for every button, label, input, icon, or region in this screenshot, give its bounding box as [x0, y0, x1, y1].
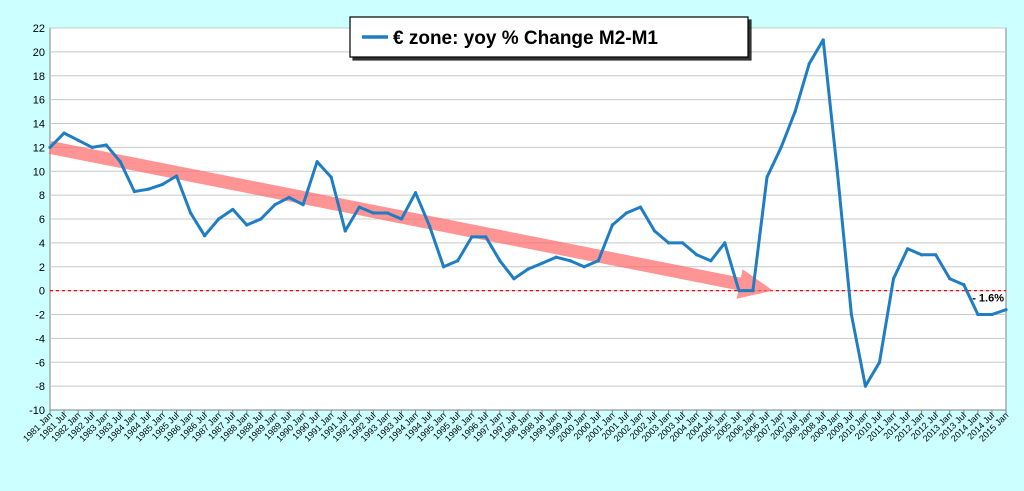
- data-point: [315, 160, 319, 164]
- data-point: [849, 312, 853, 317]
- legend-series-label: € zone: yoy % Change M2-M1: [393, 28, 658, 49]
- data-point: [357, 205, 361, 209]
- y-tick-label: -6: [35, 357, 45, 369]
- y-tick-label: -4: [35, 333, 45, 345]
- y-tick-label: 8: [39, 190, 45, 202]
- data-point: [1004, 308, 1008, 312]
- trend-arrow-shape: [48, 141, 773, 299]
- y-tick-label: 22: [33, 23, 45, 35]
- data-point: [413, 191, 418, 195]
- data-point: [174, 174, 179, 178]
- data-point: [835, 169, 839, 173]
- y-tick-label: 14: [33, 119, 45, 131]
- data-point: [624, 211, 629, 215]
- data-point: [188, 211, 193, 215]
- data-point: [765, 175, 769, 179]
- trend-arrow: [48, 141, 773, 299]
- data-point: [976, 312, 980, 317]
- y-tick-label: 10: [33, 166, 45, 178]
- data-point: [371, 211, 375, 215]
- data-point: [245, 223, 249, 227]
- legend-box: [349, 16, 749, 58]
- data-point: [301, 203, 305, 207]
- y-tick-label: 12: [33, 142, 45, 154]
- data-point: [596, 259, 600, 263]
- annotations: - 1.6%: [972, 293, 1004, 305]
- data-point: [709, 259, 713, 263]
- series-layer: [48, 38, 1008, 388]
- data-point: [807, 62, 811, 66]
- data-point: [287, 195, 291, 200]
- data-point: [638, 205, 643, 209]
- data-point: [821, 38, 825, 42]
- data-point: [62, 131, 66, 135]
- data-point: [132, 189, 136, 194]
- data-point: [751, 289, 755, 293]
- y-tick-label: 20: [33, 47, 45, 59]
- data-point: [498, 259, 502, 263]
- y-tick-label: -2: [35, 310, 45, 322]
- data-point: [905, 247, 910, 251]
- data-point: [737, 289, 741, 293]
- data-point: [118, 160, 122, 164]
- data-point: [104, 143, 108, 147]
- data-point: [934, 253, 938, 257]
- data-point: [427, 224, 432, 228]
- data-point: [610, 223, 614, 227]
- data-point: [399, 217, 404, 221]
- y-tick-label: 4: [39, 238, 45, 250]
- data-point: [681, 241, 685, 245]
- data-point: [990, 312, 994, 317]
- data-point: [920, 253, 924, 257]
- data-point: [554, 255, 558, 259]
- data-point: [666, 241, 671, 245]
- data-point: [652, 229, 657, 233]
- y-tick-label: 6: [39, 214, 45, 226]
- data-point: [512, 277, 516, 281]
- data-point: [962, 283, 966, 287]
- data-point: [779, 145, 783, 149]
- y-tick-label: 18: [33, 71, 45, 83]
- data-point: [484, 235, 488, 239]
- data-point: [877, 360, 882, 364]
- y-tick-label: -8: [35, 381, 45, 393]
- y-tick-label: -10: [29, 405, 45, 417]
- data-point: [146, 187, 151, 191]
- data-point: [863, 384, 868, 388]
- data-point: [891, 277, 896, 281]
- data-point: [723, 241, 727, 245]
- data-point: [273, 203, 277, 207]
- legend: € zone: yoy % Change M2-M1: [349, 16, 749, 58]
- data-point: [695, 253, 699, 257]
- y-axis: -10 -8 -6 -4 -2 0 2 4 6 8 10 12 14 16 18 20 22: [29, 23, 45, 417]
- y-tick-label: 2: [39, 262, 45, 274]
- y-tick-label: 16: [33, 95, 45, 107]
- data-point: [442, 265, 446, 269]
- data-point: [540, 261, 544, 265]
- data-point: [259, 217, 263, 221]
- data-point: [948, 277, 952, 281]
- data-point: [231, 207, 235, 212]
- data-point: [48, 145, 52, 149]
- data-point: [76, 138, 80, 142]
- data-point: [385, 211, 390, 215]
- y-tick-label: 0: [39, 286, 45, 298]
- data-point: [90, 145, 94, 149]
- data-point: [329, 175, 333, 179]
- data-point: [526, 267, 530, 271]
- data-point: [456, 259, 460, 263]
- annotation-label: - 1.6%: [972, 293, 1004, 305]
- data-point: [217, 217, 221, 221]
- data-point: [793, 109, 797, 114]
- data-point: [343, 229, 347, 233]
- data-point: [470, 235, 474, 239]
- data-point: [203, 234, 207, 238]
- data-point: [582, 265, 586, 269]
- data-point: [160, 182, 165, 186]
- data-point: [568, 259, 572, 263]
